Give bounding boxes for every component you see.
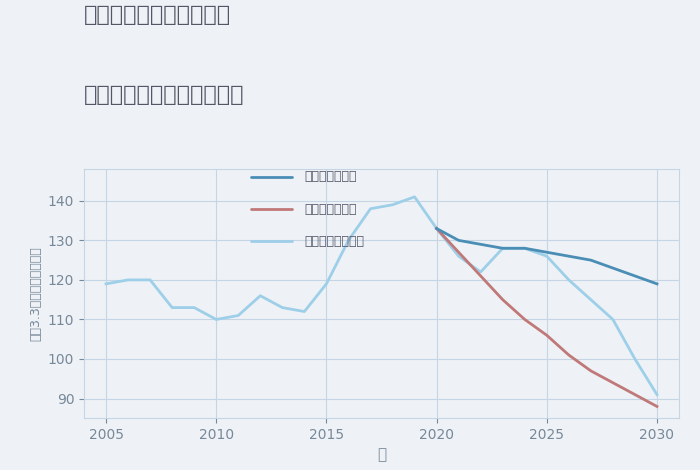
Text: 中古マンションの価格推移: 中古マンションの価格推移 bbox=[84, 85, 244, 105]
Text: 愛知県稲沢市下津穂所の: 愛知県稲沢市下津穂所の bbox=[84, 5, 231, 25]
Text: バッドシナリオ: バッドシナリオ bbox=[304, 203, 356, 216]
Text: グッドシナリオ: グッドシナリオ bbox=[304, 170, 356, 183]
Y-axis label: 坪（3.3㎡）単価（万円）: 坪（3.3㎡）単価（万円） bbox=[29, 246, 42, 341]
X-axis label: 年: 年 bbox=[377, 447, 386, 462]
Text: ノーマルシナリオ: ノーマルシナリオ bbox=[304, 235, 364, 248]
